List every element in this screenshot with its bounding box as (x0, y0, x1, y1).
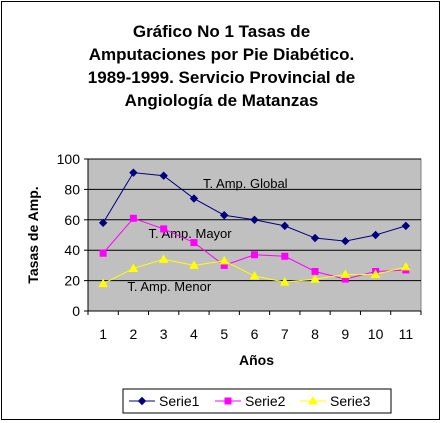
series-1 (98, 168, 411, 246)
series-1-point (401, 221, 411, 231)
y-tick-label: 20 (64, 273, 80, 289)
legend-box (122, 388, 392, 414)
y-tick-label: 0 (72, 303, 80, 319)
series-2 (99, 214, 410, 283)
chart-title-line-1: Gráfico No 1 Tasas de (132, 22, 311, 41)
plot-area (87, 158, 422, 312)
x-tick-label: 4 (190, 326, 198, 342)
series-3-point (158, 254, 169, 263)
legend-marker-3 (308, 395, 318, 405)
series-1-point (371, 230, 380, 240)
series-3-point (219, 255, 230, 265)
series-3 (98, 254, 411, 288)
x-tick-label: 8 (311, 326, 319, 342)
series-3-point (340, 269, 351, 279)
series-1-point (250, 215, 259, 225)
legend-marker-2 (224, 397, 232, 405)
series-3-point (279, 277, 290, 286)
y-tick-label: 100 (57, 151, 81, 167)
series-2-point (311, 267, 319, 275)
series-1-point (189, 194, 199, 203)
series-1-point (341, 236, 350, 246)
x-tick-label: 2 (130, 326, 138, 342)
series-2-point (129, 214, 137, 222)
x-tick-label: 10 (368, 326, 384, 342)
annotation-3: T. Amp. Menor (127, 279, 211, 294)
y-tick-label: 80 (64, 181, 80, 197)
series-1-point (159, 171, 168, 180)
x-axis-label: Años (239, 352, 274, 368)
x-tick-label: 9 (341, 326, 349, 342)
series-3-point (128, 263, 139, 272)
annotation-2: T. Amp. Mayor (149, 226, 233, 241)
series-2-point (190, 239, 198, 247)
legend: Serie1 Serie2 Serie3 (122, 388, 392, 414)
x-tick-label: 11 (399, 326, 414, 342)
series-2-point (281, 252, 289, 260)
series-2-point (251, 251, 258, 259)
series-2-point (99, 249, 107, 257)
y-tick-label: 60 (64, 212, 80, 228)
series-1-point (280, 221, 289, 231)
legend-marker-1 (137, 396, 147, 406)
x-tick-label: 7 (281, 326, 289, 342)
x-tick-label: 5 (220, 326, 228, 342)
series-3-point (310, 274, 320, 283)
series-3-point (401, 261, 411, 271)
series-3-point (189, 260, 199, 269)
x-tick-label: 3 (160, 326, 168, 342)
chart-title-line-4: Angiología de Matanzas (124, 91, 319, 110)
series-1-point (98, 218, 108, 228)
chart-title-line-2: Amputaciones por Pie Diabético. (88, 45, 355, 64)
chart-title: Gráfico No 1 Tasas de Amputaciones por P… (2, 20, 441, 112)
y-tick-label: 40 (64, 242, 80, 258)
legend-label-3: Serie3 (330, 393, 371, 409)
annotation-1: T. Amp. Global (203, 176, 288, 191)
chart-title-line-3: 1989-1999. Servicio Provincial de (87, 68, 356, 87)
series-3-point (249, 271, 260, 280)
series-3-point (98, 278, 108, 288)
series-1-point (310, 233, 320, 243)
series-1-point (220, 211, 229, 220)
series-1-point (129, 168, 138, 177)
series-3-point (370, 269, 381, 279)
x-tick-label: 6 (251, 326, 259, 342)
y-axis-label: Tasas de Amp. (25, 186, 41, 283)
legend-label-1: Serie1 (159, 393, 200, 409)
series-2-point (160, 225, 168, 233)
legend-label-2: Serie2 (245, 393, 286, 409)
x-tick-label: 1 (99, 326, 107, 342)
